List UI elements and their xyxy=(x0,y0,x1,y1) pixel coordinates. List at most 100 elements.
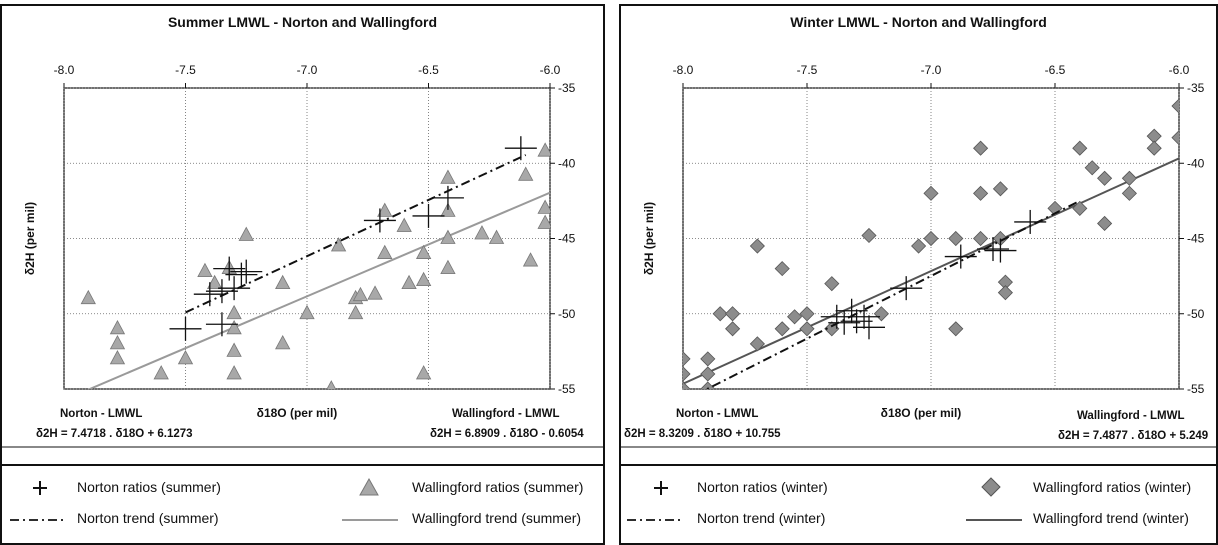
x-tick-label: -7.0 xyxy=(921,63,942,77)
norton-point xyxy=(205,312,238,337)
wallingford-point xyxy=(347,304,364,320)
wallingford-point xyxy=(537,214,550,229)
wallingford-point xyxy=(415,365,432,380)
y-axis-label: δ2H (per mil) xyxy=(642,202,656,275)
wallingford-point xyxy=(1121,185,1137,201)
wallingford-point xyxy=(206,274,223,290)
norton-point xyxy=(828,310,861,335)
x-tick-label: -7.5 xyxy=(797,63,818,77)
wallingford-point xyxy=(861,227,877,244)
wallingford-point xyxy=(973,230,989,247)
legend-wallingford-ratios: Wallingford ratios (summer) xyxy=(412,479,584,495)
cross-marker-icon xyxy=(33,481,47,495)
winter-legend: Norton ratios (winter) Norton trend (win… xyxy=(621,464,1216,543)
wallingford-point xyxy=(440,169,456,184)
chart-title: Summer LMWL - Norton and Wallingford xyxy=(167,14,438,30)
solid-line-icon xyxy=(966,519,1022,521)
wallingford-point xyxy=(973,185,989,201)
wallingford-point xyxy=(226,342,242,357)
norton-lmwl-label: Norton - LMWL xyxy=(60,408,143,420)
wallingford-point xyxy=(226,319,242,335)
wallingford-point xyxy=(712,306,728,322)
wallingford-point xyxy=(774,321,790,337)
norton-point xyxy=(169,316,202,341)
wallingford-point xyxy=(518,166,534,181)
wallingford-point xyxy=(367,285,383,300)
y-tick-label: -50 xyxy=(558,307,576,321)
wallingford-point xyxy=(352,286,369,302)
y-tick-label: -35 xyxy=(1187,81,1205,95)
wallingford-point xyxy=(396,217,412,232)
y-tick-label: -45 xyxy=(558,232,576,246)
x-tick-label: -7.0 xyxy=(297,63,318,77)
wallingford-point xyxy=(537,199,550,214)
wallingford-point xyxy=(440,229,456,244)
wallingford-point xyxy=(948,321,964,337)
wallingford-point xyxy=(799,321,815,337)
wallingford-point xyxy=(415,244,432,259)
wallingford-point xyxy=(522,252,539,267)
norton-point xyxy=(218,276,251,301)
wallingford-trend-line xyxy=(683,157,1179,385)
legend-wallingford-ratios: Wallingford ratios (winter) xyxy=(1033,479,1192,495)
wallingford-point xyxy=(238,226,254,241)
wallingford-trend-line xyxy=(87,191,550,389)
triangle-marker-icon xyxy=(359,478,379,496)
x-tick-label: -6.5 xyxy=(1045,63,1066,77)
y-tick-label: -50 xyxy=(1187,307,1205,321)
wallingford-point xyxy=(177,350,194,365)
wallingford-lmwl-equation: δ2H = 6.8909 . δ18O - 0.6054 xyxy=(430,428,584,440)
dashdot-line-icon xyxy=(10,519,66,521)
y-axis-label: δ2H (per mil) xyxy=(23,202,37,275)
norton-point xyxy=(193,282,226,307)
wallingford-point xyxy=(275,335,291,350)
summer-plot-area: -8.0 -7.5 -7.0 -6.5 -6.0 -35 -40 -45 -50 -55 δ2H (… xyxy=(2,63,603,448)
norton-lmwl-equation: δ2H = 8.3209 . δ18O + 10.755 xyxy=(624,428,781,440)
norton-lmwl-label: Norton - LMWL xyxy=(676,408,759,420)
wallingford-point xyxy=(488,229,505,244)
wallingford-point xyxy=(911,238,927,254)
wallingford-point xyxy=(973,140,989,156)
wallingford-point xyxy=(923,230,939,247)
wallingford-point xyxy=(109,319,126,335)
norton-point xyxy=(944,244,977,269)
wallingford-point xyxy=(1171,98,1179,114)
wallingford-point xyxy=(109,350,126,365)
wallingford-point xyxy=(1072,200,1088,216)
legend-wallingford-trend: Wallingford trend (winter) xyxy=(1033,510,1189,526)
x-axis-label: δ18O (per mil) xyxy=(257,406,338,420)
norton-point xyxy=(230,259,263,284)
x-axis-label: δ18O (per mil) xyxy=(881,406,962,420)
wallingford-point xyxy=(537,142,550,157)
wallingford-lmwl-equation: δ2H = 7.4877 . δ18O + 5.249 xyxy=(1058,430,1209,442)
wallingford-point xyxy=(226,365,242,380)
wallingford-point xyxy=(197,262,213,278)
summer-chart-panel: Summer LMWL - Norton and Wallingford -8.… xyxy=(0,4,605,545)
wallingford-point xyxy=(992,181,1009,197)
wallingford-point xyxy=(1097,215,1113,232)
x-tick-label: -7.5 xyxy=(175,63,196,77)
wallingford-point xyxy=(700,381,716,389)
wallingford-point xyxy=(787,309,803,325)
wallingford-point xyxy=(377,202,393,217)
norton-point xyxy=(225,262,258,287)
wallingford-point xyxy=(683,366,691,382)
wallingford-point xyxy=(415,271,432,287)
wallingford-point xyxy=(299,304,315,320)
y-tick-label: -40 xyxy=(1187,156,1205,170)
norton-point xyxy=(213,256,246,281)
norton-point xyxy=(363,208,396,233)
y-tick-label: -40 xyxy=(558,156,576,170)
wallingford-point xyxy=(997,285,1013,301)
wallingford-point xyxy=(401,274,417,290)
wallingford-point xyxy=(440,202,456,217)
y-tick-label: -55 xyxy=(1187,382,1205,396)
wallingford-point xyxy=(749,336,765,352)
wallingford-point xyxy=(700,351,716,367)
norton-point xyxy=(820,304,853,329)
wallingford-point xyxy=(725,306,741,322)
x-tick-label: -6.5 xyxy=(418,63,439,77)
norton-trend-line xyxy=(704,199,1081,389)
wallingford-point xyxy=(774,261,790,277)
legend-norton-ratios: Norton ratios (summer) xyxy=(77,479,221,495)
